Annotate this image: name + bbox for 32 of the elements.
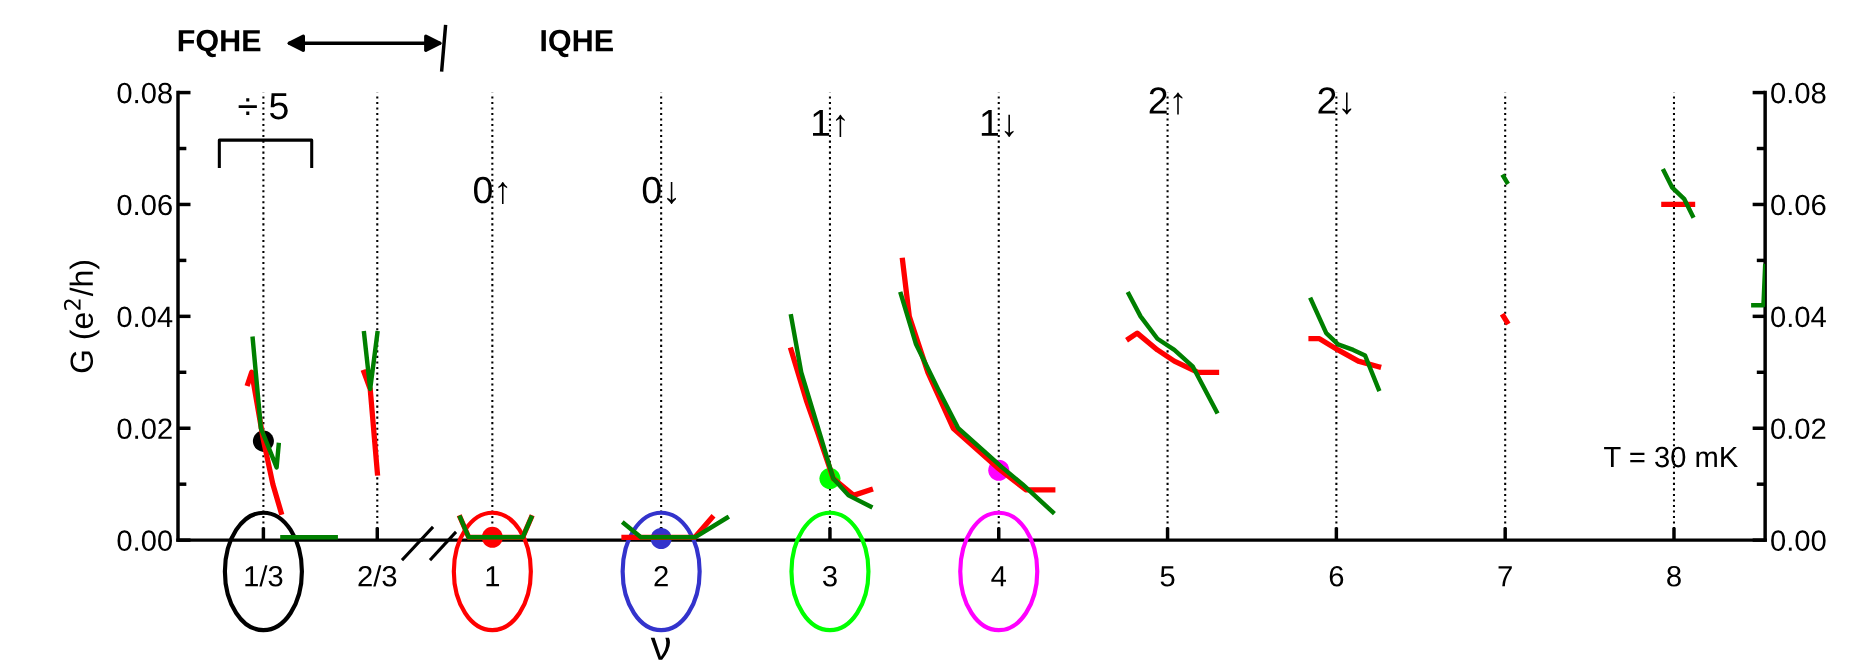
text: IQHE <box>541 29 613 58</box>
x-axis-title: ν <box>650 637 670 660</box>
x-tick-label: 6 <box>1329 565 1344 587</box>
y-tick-label: 0.08 <box>1771 82 1826 104</box>
annotation: 1↓ <box>981 110 1014 137</box>
annotation: T = 30 mK <box>1604 446 1738 468</box>
y-tick-label: 0.00 <box>117 530 173 551</box>
y-tick-label: 0.06 <box>117 194 172 216</box>
x-tick-label: 2/3 <box>358 565 397 587</box>
x-tick-label: 5 <box>1160 566 1175 587</box>
x-tick-label: 1 <box>486 566 500 587</box>
y-axis-title: G (e$^{2}$/h) <box>63 261 100 373</box>
annotation: 0↓ <box>642 176 676 205</box>
y-tick-label: 0.04 <box>1771 306 1826 328</box>
y-tick-label: 0.00 <box>1771 530 1826 551</box>
annotation: ÷ 5 <box>238 93 288 120</box>
x-tick-label: 7 <box>1498 566 1512 587</box>
x-tick-label: 8 <box>1667 565 1681 587</box>
annotation: 2↑ <box>1149 87 1183 115</box>
x-tick-label: 4 <box>991 566 1007 587</box>
annotation: 2↓ <box>1318 87 1352 115</box>
x-tick-label: 1/3 <box>245 565 283 587</box>
x-tick-label: 3 <box>822 565 837 587</box>
text: FQHE <box>178 29 261 58</box>
annotation: 1↑ <box>813 110 845 137</box>
y-tick-label: 0.06 <box>1771 194 1826 216</box>
annotation: 0↑ <box>474 176 508 205</box>
y-tick-label: 0.04 <box>117 306 173 328</box>
y-tick-label: 0.02 <box>117 418 172 440</box>
y-tick-label: 0.02 <box>1771 418 1826 440</box>
y-tick-label: 0.08 <box>117 82 172 104</box>
x-tick-label: 2 <box>654 565 668 587</box>
